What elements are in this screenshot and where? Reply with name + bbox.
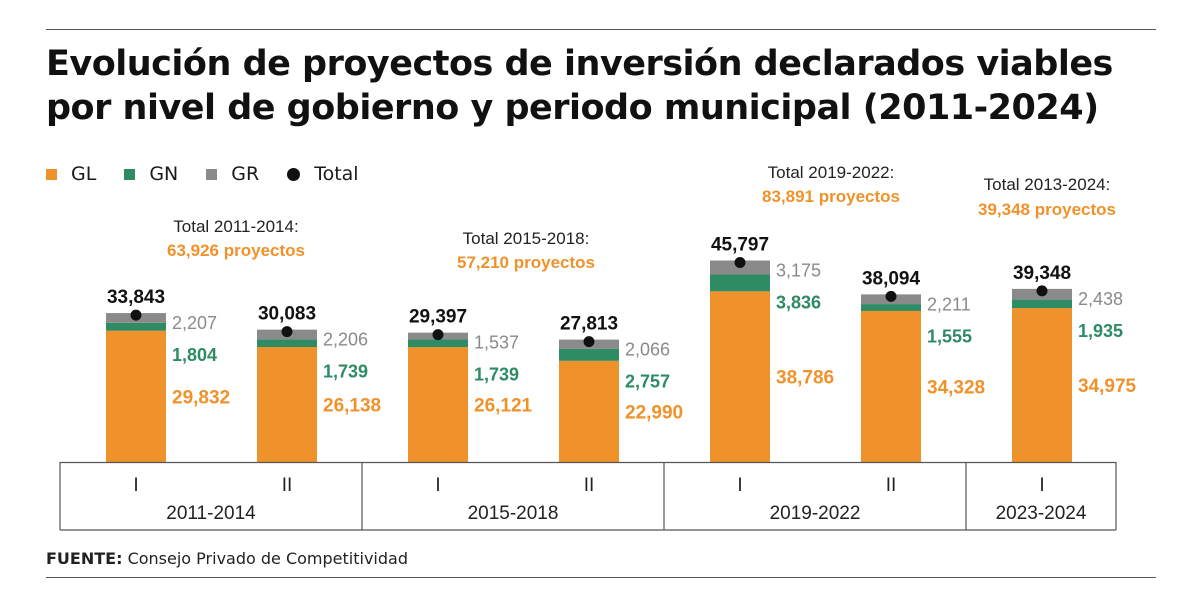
legend-label-gl: GL (71, 163, 97, 185)
legend-label-gn: GN (149, 163, 179, 185)
data-label-gn-3: 2,757 (625, 372, 670, 392)
total-dot-2 (432, 329, 444, 341)
category-label-5: II (886, 475, 897, 496)
title-line-1: Evolución de proyectos de inversión decl… (46, 44, 1113, 84)
total-label-5: 38,094 (862, 268, 921, 289)
group-label-2: 2019-2022 (770, 503, 861, 524)
total-dot-1 (281, 326, 293, 338)
bar-gl-2 (408, 347, 468, 462)
legend: GL GN GR Total (46, 163, 387, 185)
category-label-0: I (133, 475, 138, 496)
title-line-2: por nivel de gobierno y periodo municipa… (46, 88, 1099, 128)
total-label-2: 29,397 (409, 307, 467, 328)
data-label-gl-2: 26,121 (474, 396, 533, 417)
group-label-1: 2015-2018 (468, 503, 559, 524)
data-label-gl-6: 34,975 (1078, 376, 1137, 397)
group-note-title-2: Total 2019-2022: (768, 163, 895, 182)
data-label-gn-5: 1,555 (927, 326, 972, 346)
bar-gl-4 (710, 291, 770, 462)
legend-dot-total (287, 167, 301, 181)
group-note-title-1: Total 2015-2018: (463, 229, 590, 248)
total-dot-3 (583, 336, 595, 348)
legend-label-total: Total (314, 163, 359, 185)
source-text: Consejo Privado de Competitividad (127, 549, 408, 568)
data-label-gl-5: 34,328 (927, 377, 985, 398)
legend-item-gn: GN (124, 163, 178, 185)
data-label-gr-6: 2,438 (1078, 289, 1123, 309)
data-label-gl-0: 29,832 (172, 387, 230, 408)
category-label-6: I (1039, 475, 1044, 496)
legend-swatch-gr (206, 168, 218, 180)
legend-item-total: Total (287, 163, 359, 185)
total-label-1: 30,083 (258, 304, 316, 325)
category-label-1: II (282, 475, 293, 496)
source-note: FUENTE: Consejo Privado de Competitivida… (46, 549, 408, 568)
total-dot-0 (130, 309, 142, 321)
bar-gn-1 (257, 339, 317, 347)
group-note-total-2: 83,891 proyectos (762, 187, 900, 206)
group-note-total-1: 57,210 proyectos (457, 253, 595, 272)
bar-gl-6 (1012, 308, 1072, 462)
source-label: FUENTE: (46, 549, 123, 568)
data-label-gn-0: 1,804 (172, 345, 217, 365)
legend-label-gr: GR (231, 163, 260, 185)
bar-gn-6 (1012, 299, 1072, 309)
data-label-gr-0: 2,207 (172, 313, 217, 333)
bar-gl-1 (257, 346, 317, 462)
top-rule (46, 29, 1156, 30)
legend-item-gr: GR (206, 163, 259, 185)
legend-swatch-gn (124, 168, 136, 180)
total-dot-4 (734, 256, 746, 268)
data-label-gr-2: 1,537 (474, 333, 519, 353)
category-label-4: I (737, 475, 742, 496)
data-label-gr-3: 2,066 (625, 340, 670, 360)
data-label-gl-3: 22,990 (625, 402, 683, 423)
category-label-3: II (584, 475, 595, 496)
group-label-3: 2023-2024 (996, 503, 1087, 524)
group-label-0: 2011-2014 (166, 503, 256, 524)
group-note-title-3: Total 2013-2024: (984, 175, 1111, 194)
bar-gl-0 (106, 330, 166, 462)
bottom-rule (46, 577, 1156, 578)
data-label-gn-1: 1,739 (323, 362, 368, 382)
bar-gn-3 (559, 348, 619, 361)
bar-gn-2 (408, 339, 468, 348)
legend-item-gl: GL (46, 163, 96, 185)
total-dot-5 (885, 290, 897, 302)
data-label-gr-5: 2,211 (927, 294, 971, 314)
total-label-6: 39,348 (1013, 263, 1071, 284)
total-label-4: 45,797 (711, 234, 769, 255)
data-label-gr-4: 3,175 (776, 260, 821, 280)
total-label-3: 27,813 (560, 314, 618, 335)
data-label-gn-6: 1,935 (1078, 321, 1123, 341)
data-label-gr-1: 2,206 (323, 330, 368, 350)
data-label-gn-2: 1,739 (474, 365, 519, 385)
bar-gl-5 (861, 310, 921, 462)
data-label-gn-4: 3,836 (776, 292, 821, 312)
group-note-total-0: 63,926 proyectos (167, 241, 305, 260)
bar-gn-4 (710, 274, 770, 292)
total-label-0: 33,843 (107, 287, 165, 308)
legend-swatch-gl (46, 168, 57, 180)
bar-gn-0 (106, 322, 166, 331)
chart-title: Evolución de proyectos de inversión decl… (46, 42, 1156, 130)
category-label-2: I (435, 475, 440, 496)
data-label-gl-4: 38,786 (776, 368, 834, 389)
group-note-title-0: Total 2011-2014: (173, 217, 298, 236)
total-dot-6 (1036, 285, 1048, 297)
bar-gn-5 (861, 304, 921, 311)
data-label-gl-1: 26,138 (323, 395, 381, 416)
bar-gl-3 (559, 360, 619, 462)
group-note-total-3: 39,348 proyectos (978, 200, 1116, 219)
